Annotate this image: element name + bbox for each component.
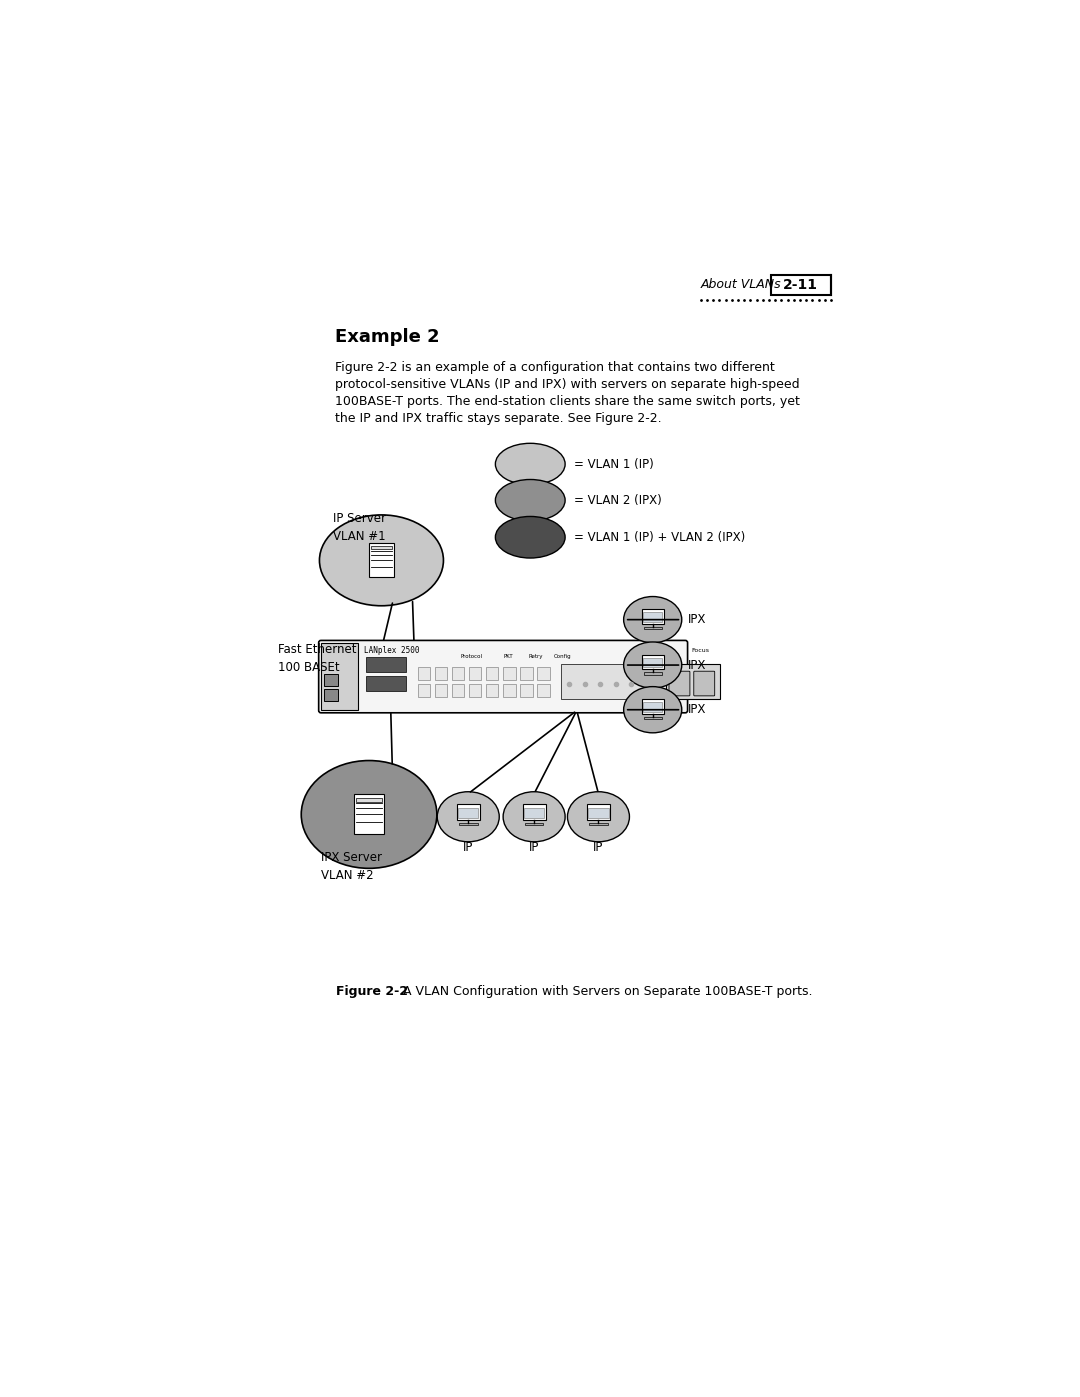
Ellipse shape xyxy=(623,643,681,689)
Text: Fast Ethernet
100 BASEt: Fast Ethernet 100 BASEt xyxy=(279,644,356,675)
Bar xyxy=(369,543,394,577)
Bar xyxy=(469,685,482,697)
FancyBboxPatch shape xyxy=(770,275,831,295)
Text: A VLAN Configuration with Servers on Separate 100BASE-T ports.: A VLAN Configuration with Servers on Sep… xyxy=(391,985,812,997)
Ellipse shape xyxy=(496,479,565,521)
Text: IP: IP xyxy=(593,841,604,854)
FancyBboxPatch shape xyxy=(319,640,688,712)
Bar xyxy=(525,823,543,826)
Bar xyxy=(644,672,662,675)
Bar xyxy=(521,685,532,697)
Text: PKT: PKT xyxy=(503,654,513,659)
Bar xyxy=(321,643,359,711)
Bar xyxy=(486,685,499,697)
Bar xyxy=(644,612,662,622)
Text: Figure 2-2 is an example of a configuration that contains two different: Figure 2-2 is an example of a configurat… xyxy=(335,362,774,374)
Ellipse shape xyxy=(623,597,681,643)
Bar xyxy=(370,546,392,549)
Bar xyxy=(666,665,720,698)
Bar xyxy=(457,805,480,820)
Bar xyxy=(354,795,383,834)
Bar xyxy=(562,665,654,698)
Ellipse shape xyxy=(503,792,565,842)
Bar xyxy=(451,685,464,697)
Bar xyxy=(356,798,382,802)
Text: Retry: Retry xyxy=(529,654,543,659)
Text: IPX: IPX xyxy=(688,703,706,717)
Bar xyxy=(586,805,610,820)
Bar xyxy=(324,689,338,701)
FancyBboxPatch shape xyxy=(669,671,690,696)
Bar xyxy=(642,655,664,669)
Bar xyxy=(486,668,499,680)
Ellipse shape xyxy=(320,515,444,606)
Text: Figure 2-2: Figure 2-2 xyxy=(337,985,408,997)
Bar xyxy=(644,703,662,711)
Text: Config: Config xyxy=(554,654,571,659)
Text: About VLANs: About VLANs xyxy=(701,278,781,291)
Bar xyxy=(503,668,515,680)
Text: IPX Server
VLAN #2: IPX Server VLAN #2 xyxy=(321,851,382,882)
Text: LANplex 2500: LANplex 2500 xyxy=(364,645,419,655)
Bar xyxy=(469,668,482,680)
Bar xyxy=(418,668,430,680)
Text: = VLAN 1 (IP) + VLAN 2 (IPX): = VLAN 1 (IP) + VLAN 2 (IPX) xyxy=(573,531,745,543)
Bar xyxy=(435,685,447,697)
Bar xyxy=(642,609,664,624)
Text: Protocol: Protocol xyxy=(460,654,483,659)
Text: 100BASE-T ports. The end-station clients share the same switch ports, yet: 100BASE-T ports. The end-station clients… xyxy=(335,395,800,408)
Text: IPX: IPX xyxy=(688,658,706,672)
Text: 2-11: 2-11 xyxy=(783,278,819,292)
Bar xyxy=(366,657,406,672)
Text: = VLAN 1 (IP): = VLAN 1 (IP) xyxy=(573,458,653,471)
Text: IPX: IPX xyxy=(688,613,706,626)
Bar xyxy=(435,668,447,680)
Ellipse shape xyxy=(623,686,681,733)
Bar xyxy=(537,668,550,680)
Bar xyxy=(589,807,608,817)
Bar xyxy=(366,676,406,692)
Bar xyxy=(503,685,515,697)
Bar xyxy=(418,685,430,697)
Ellipse shape xyxy=(496,443,565,485)
Text: Focus: Focus xyxy=(692,648,710,652)
Ellipse shape xyxy=(496,517,565,557)
Text: IP: IP xyxy=(463,841,473,854)
Ellipse shape xyxy=(437,792,499,842)
Ellipse shape xyxy=(567,792,630,842)
Bar xyxy=(459,823,477,826)
Bar xyxy=(644,627,662,629)
Bar xyxy=(451,668,464,680)
Ellipse shape xyxy=(301,760,437,869)
Bar xyxy=(521,668,532,680)
Bar xyxy=(537,685,550,697)
Text: Example 2: Example 2 xyxy=(335,328,440,346)
Bar xyxy=(458,807,478,817)
Bar xyxy=(644,717,662,719)
Bar xyxy=(590,823,608,826)
Bar xyxy=(324,673,338,686)
FancyBboxPatch shape xyxy=(693,671,715,696)
Bar xyxy=(642,700,664,714)
Text: IP: IP xyxy=(529,841,539,854)
Bar xyxy=(523,805,545,820)
Text: = VLAN 2 (IPX): = VLAN 2 (IPX) xyxy=(573,493,661,507)
Text: IP Server
VLAN #1: IP Server VLAN #1 xyxy=(333,511,386,542)
Text: the IP and IPX traffic stays separate. See Figure 2-2.: the IP and IPX traffic stays separate. S… xyxy=(335,412,662,425)
Text: protocol-sensitive VLANs (IP and IPX) with servers on separate high-speed: protocol-sensitive VLANs (IP and IPX) wi… xyxy=(335,379,799,391)
Bar xyxy=(644,658,662,666)
Bar xyxy=(524,807,544,817)
